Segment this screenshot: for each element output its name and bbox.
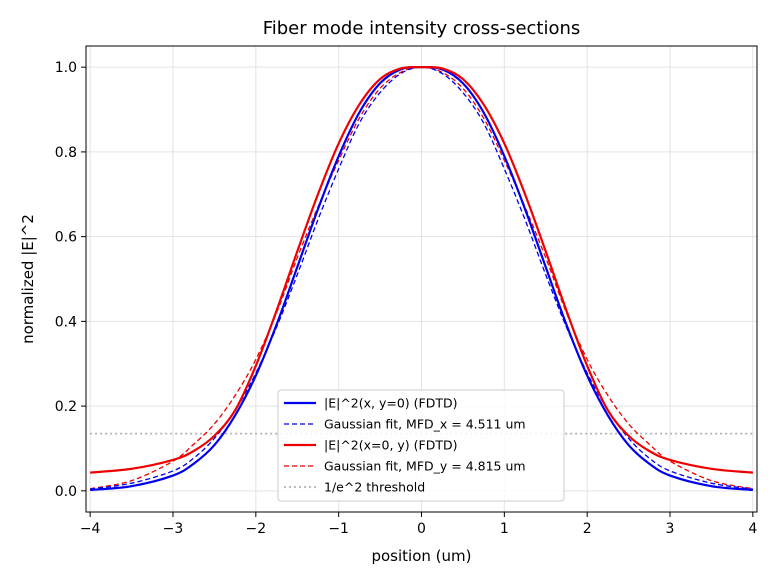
legend-entry-label: Gaussian fit, MFD_x = 4.511 um — [324, 417, 526, 432]
y-tick-label: 0.4 — [55, 314, 77, 330]
x-tick-label: 3 — [666, 521, 675, 537]
legend-entry-label: |E|^2(x=0, y) (FDTD) — [324, 438, 457, 453]
legend-entry-label: 1/e^2 threshold — [324, 480, 425, 495]
legend-entry-label: |E|^2(x, y=0) (FDTD) — [324, 396, 457, 411]
x-tick-label: −1 — [328, 521, 349, 537]
x-tick-label: −4 — [80, 521, 101, 537]
y-tick-label: 0.0 — [55, 484, 77, 500]
legend-box — [277, 389, 565, 502]
series-line-3 — [90, 66, 753, 490]
x-tick-label: 2 — [583, 521, 592, 537]
legend-entry-label: Gaussian fit, MFD_y = 4.815 um — [324, 459, 526, 474]
x-tick-label: −3 — [163, 521, 184, 537]
y-tick-label: 0.8 — [55, 145, 77, 161]
y-axis-label: normalized |E|^2 — [19, 214, 37, 344]
legend: |E|^2(x, y=0) (FDTD) Gaussian fit, MFD_x … — [277, 389, 565, 502]
x-tick-label: 0 — [417, 521, 426, 537]
series-line-2 — [90, 65, 753, 474]
y-tick-label: 0.2 — [55, 399, 77, 415]
x-tick-label: 1 — [500, 521, 509, 537]
y-tick-label: 0.6 — [55, 230, 77, 246]
ticks: −4 −3 −2 −1 0 1 2 3 4 0.0 0.2 0.4 0.6 0.8 1.0 — [55, 60, 758, 537]
chart-title: Fiber mode intensity cross-sections — [263, 18, 581, 39]
x-tick-label: 4 — [748, 521, 757, 537]
x-axis-label: position (um) — [371, 547, 471, 565]
x-tick-label: −2 — [246, 521, 267, 537]
y-tick-label: 1.0 — [55, 60, 77, 76]
